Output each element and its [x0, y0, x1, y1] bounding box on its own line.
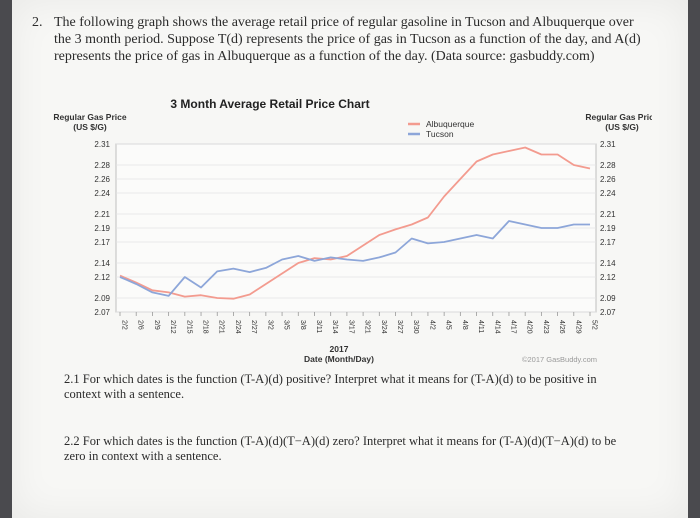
y-tick-label-right: 2.21 — [600, 210, 616, 219]
y-tick-label-right: 2.19 — [600, 224, 616, 233]
x-tick-label: 3/30 — [412, 320, 419, 334]
x-tick-label: 3/2 — [266, 320, 273, 330]
x-tick-label: 2/24 — [234, 320, 241, 334]
legend-label-albuquerque: Albuquerque — [426, 119, 474, 129]
chart-credit: ©2017 GasBuddy.com — [522, 355, 597, 364]
y-tick-label-right: 2.17 — [600, 238, 616, 247]
x-axis-title: Date (Month/Day) — [304, 354, 374, 364]
sub-question-2-2: 2.2 For which dates is the function (T-A… — [64, 434, 617, 463]
x-tick-label: 2/12 — [169, 320, 176, 334]
x-tick-label: 2/2 — [121, 320, 128, 330]
y-tick-label-right: 2.07 — [600, 308, 616, 317]
x-tick-label: 4/8 — [461, 320, 468, 330]
y-tick-label-right: 2.12 — [600, 273, 616, 282]
x-tick-label: 4/23 — [542, 320, 549, 334]
price-chart-svg: 3 Month Average Retail Price Chart Regula… — [53, 97, 652, 364]
question-text: The following graph shows the average re… — [54, 15, 641, 64]
x-tick-label: 4/5 — [445, 320, 452, 330]
y-axis-title-left: (US $/G) — [73, 122, 107, 132]
x-tick-label: 2/6 — [137, 320, 144, 330]
y-tick-label-left: 2.14 — [94, 259, 110, 268]
y-tick-label-right: 2.31 — [600, 140, 616, 149]
y-tick-label-left: 2.24 — [94, 189, 110, 198]
worksheet-page: 2. The following graph shows the average… — [12, 0, 688, 518]
y-tick-label-left: 2.28 — [94, 161, 110, 170]
y-axis-title-right: (US $/G) — [605, 122, 639, 132]
x-tick-label: 2/18 — [202, 320, 209, 334]
x-tick-label: 3/8 — [299, 320, 306, 330]
y-tick-label-left: 2.31 — [94, 140, 110, 149]
y-axis-title-right: Regular Gas Price — [585, 112, 652, 122]
x-tick-label: 3/5 — [283, 320, 290, 330]
sub-question-2-1: 2.1 For which dates is the function (T-A… — [64, 372, 597, 401]
y-tick-label-right: 2.26 — [600, 175, 616, 184]
x-tick-label: 4/26 — [558, 320, 565, 334]
x-tick-label: 3/27 — [396, 320, 403, 334]
y-tick-label-right: 2.14 — [600, 259, 616, 268]
y-tick-label-right: 2.24 — [600, 189, 616, 198]
x-tick-label: 3/17 — [347, 320, 354, 334]
x-tick-label: 2/27 — [250, 320, 257, 334]
x-tick-label: 5/2 — [591, 320, 598, 330]
y-tick-label-left: 2.17 — [94, 238, 110, 247]
y-tick-label-left: 2.19 — [94, 224, 110, 233]
y-tick-label-left: 2.07 — [94, 308, 110, 317]
x-tick-label: 3/14 — [331, 320, 338, 334]
y-axis-title-left: Regular Gas Price — [53, 112, 127, 122]
y-tick-label-left: 2.26 — [94, 175, 110, 184]
legend-label-tucson: Tucson — [426, 129, 454, 139]
y-tick-label-right: 2.28 — [600, 161, 616, 170]
x-tick-label: 4/2 — [428, 320, 435, 330]
x-tick-label: 4/29 — [574, 320, 581, 334]
x-tick-label: 4/17 — [509, 320, 516, 334]
x-tick-label: 4/14 — [493, 320, 500, 334]
chart-title: 3 Month Average Retail Price Chart — [170, 97, 369, 111]
x-tick-label: 2/9 — [153, 320, 160, 330]
price-chart: 3 Month Average Retail Price Chart Regula… — [52, 94, 652, 374]
x-tick-label: 4/20 — [526, 320, 533, 334]
y-tick-label-right: 2.09 — [600, 294, 616, 303]
y-tick-label-left: 2.09 — [94, 294, 110, 303]
x-tick-label: 3/11 — [315, 320, 322, 333]
x-tick-label: 2/21 — [218, 320, 225, 334]
series-line-tucson — [119, 220, 590, 297]
y-tick-label-left: 2.12 — [94, 273, 110, 282]
question-number: 2. — [32, 15, 43, 30]
series-line-albuquerque — [119, 146, 591, 300]
x-axis-year: 2017 — [330, 344, 349, 354]
x-tick-label: 3/24 — [380, 320, 387, 334]
x-tick-label: 3/21 — [364, 320, 371, 334]
x-tick-label: 4/11 — [477, 320, 484, 333]
y-tick-label-left: 2.21 — [94, 210, 110, 219]
x-tick-label: 2/15 — [185, 320, 192, 334]
